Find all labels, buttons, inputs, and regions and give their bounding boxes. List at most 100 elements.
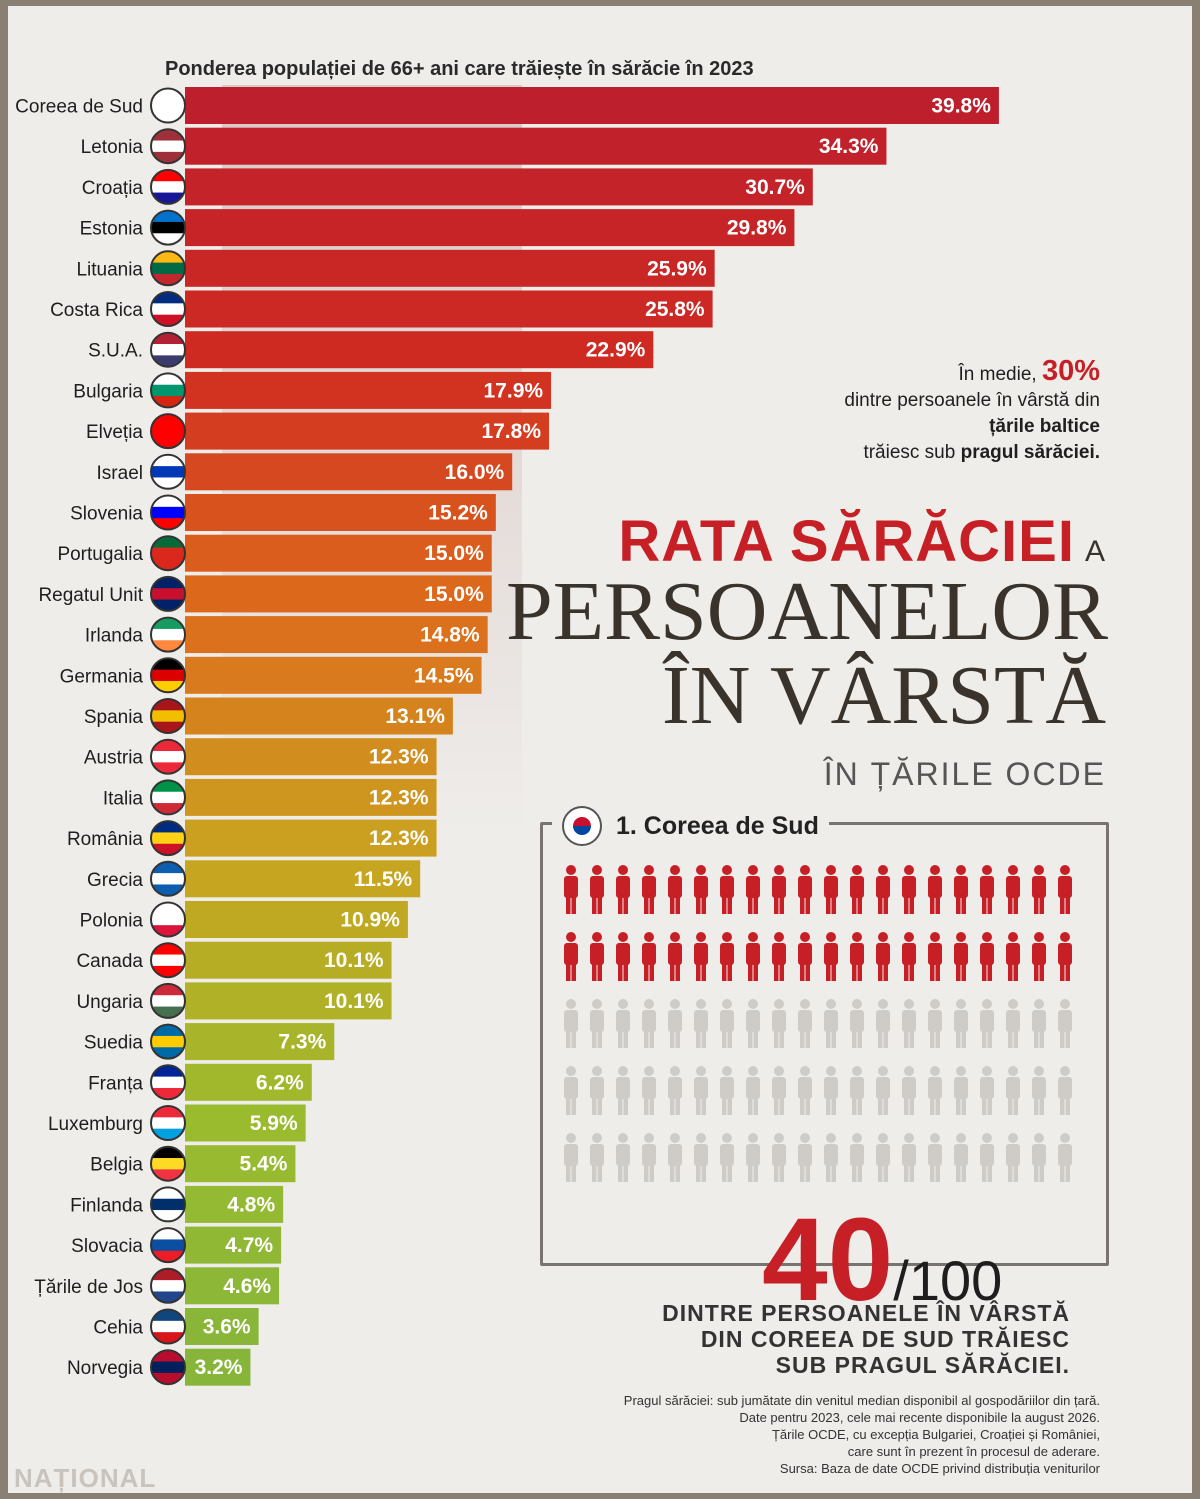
bar-value-label: 10.9% xyxy=(340,909,400,932)
country-label: Irlanda xyxy=(85,626,144,647)
big-stat-denominator: /100 xyxy=(893,1249,1003,1312)
headline-a: A xyxy=(1084,535,1106,568)
bar-value-label: 11.5% xyxy=(354,868,413,891)
big-stat-numerator: 40 xyxy=(762,1194,894,1326)
country-label: Coreea de Sud xyxy=(15,97,143,118)
bar xyxy=(185,331,654,369)
bar xyxy=(185,494,496,531)
bar-value-label: 16.0% xyxy=(445,461,505,484)
bar xyxy=(185,1185,284,1223)
person-icon xyxy=(772,1066,786,1115)
footnote-2: Date pentru 2023, cele mai recente dispo… xyxy=(739,1410,1100,1425)
person-icon xyxy=(720,865,734,914)
person-icon xyxy=(954,865,968,914)
country-label: Grecia xyxy=(87,870,143,891)
bar xyxy=(185,1308,259,1345)
footnote-4: care sunt în prezent în procesul de ader… xyxy=(847,1444,1100,1459)
person-icon xyxy=(590,1066,604,1115)
country-flag-icon xyxy=(150,372,186,409)
person-icon xyxy=(876,932,890,981)
person-icon xyxy=(850,932,864,981)
person-icon xyxy=(772,932,786,981)
country-flag-icon xyxy=(150,168,186,205)
person-icon xyxy=(1006,999,1020,1048)
bar xyxy=(185,168,813,206)
bar xyxy=(185,1226,282,1264)
bar-value-label: 5.9% xyxy=(250,1112,298,1135)
bar-value-label: 15.0% xyxy=(424,542,484,565)
person-icon xyxy=(720,1133,734,1182)
person-icon xyxy=(746,1133,760,1182)
country-flag-icon xyxy=(150,250,186,287)
person-icon xyxy=(590,865,604,914)
country-label: Lituania xyxy=(76,259,143,280)
bar-value-label: 4.8% xyxy=(227,1193,275,1216)
person-icon xyxy=(642,1133,656,1182)
bar xyxy=(185,901,408,938)
big-statistic: 40/100 xyxy=(762,1192,1002,1328)
bar-value-label: 15.0% xyxy=(424,583,484,606)
country-label: Elveția xyxy=(86,422,143,443)
bar-value-label: 10.1% xyxy=(324,949,384,972)
person-icon xyxy=(616,1066,630,1115)
country-flag-icon xyxy=(150,657,186,694)
bar xyxy=(185,697,453,735)
country-flag-icon xyxy=(150,1145,186,1182)
callout-line-4a: trăiesc sub xyxy=(863,442,956,463)
bar-value-label: 25.9% xyxy=(647,257,707,280)
country-label: Regatul Unit xyxy=(38,585,143,606)
country-flag-icon xyxy=(150,209,186,246)
big-stat-caption-2: DIN COREEA DE SUD TRĂIESC xyxy=(700,1326,1070,1352)
person-icon xyxy=(928,1066,942,1115)
country-label: Ungaria xyxy=(76,992,143,1013)
callout-line-4b: pragul sărăciei. xyxy=(960,442,1100,463)
headline-line-3: ÎN VÂRSTĂ xyxy=(661,649,1106,742)
person-icon xyxy=(590,932,604,981)
country-label: Belgia xyxy=(90,1155,143,1176)
country-flag-icon xyxy=(150,901,186,938)
person-icon xyxy=(772,865,786,914)
headline-line-4: ÎN ȚĂRILE OCDE xyxy=(823,756,1106,792)
person-icon xyxy=(590,999,604,1048)
country-label: Spania xyxy=(84,707,144,728)
footnotes: Pragul sărăciei: sub jumătate din venitu… xyxy=(480,1392,1100,1477)
country-flag-icon xyxy=(150,616,186,653)
bar xyxy=(185,941,392,979)
bar-value-label: 10.1% xyxy=(324,990,384,1013)
person-icon xyxy=(590,1133,604,1182)
person-icon xyxy=(564,999,578,1048)
bar xyxy=(185,87,999,124)
person-icon xyxy=(694,1133,708,1182)
person-icon xyxy=(746,865,760,914)
country-flag-icon xyxy=(150,1064,186,1101)
country-label: România xyxy=(67,829,143,850)
person-icon xyxy=(642,999,656,1048)
person-icon xyxy=(902,1066,916,1115)
country-label: Israel xyxy=(97,463,143,484)
person-icon xyxy=(564,1133,578,1182)
country-label: Portugalia xyxy=(57,544,143,565)
person-icon xyxy=(928,865,942,914)
person-icon xyxy=(798,1133,812,1182)
bar-value-label: 4.7% xyxy=(225,1234,273,1257)
person-icon xyxy=(824,865,838,914)
country-flag-icon xyxy=(150,1023,186,1060)
bar-value-label: 15.2% xyxy=(428,502,488,525)
bar-value-label: 12.3% xyxy=(369,786,429,809)
person-icon xyxy=(1032,1066,1046,1115)
big-stat-caption: DINTRE PERSOANELE ÎN VÂRSTĂ DIN COREEA D… xyxy=(590,1300,1070,1378)
person-icon xyxy=(1006,1066,1020,1115)
bar xyxy=(185,860,421,898)
person-icon xyxy=(642,865,656,914)
person-icon xyxy=(720,999,734,1048)
person-icon xyxy=(694,999,708,1048)
person-icon xyxy=(668,999,682,1048)
bar-value-label: 5.4% xyxy=(240,1153,288,1176)
country-flag-icon xyxy=(150,779,186,816)
country-label: Italia xyxy=(103,788,144,809)
country-flag-icon xyxy=(150,1186,186,1223)
country-flag-icon xyxy=(150,1308,186,1345)
country-label: Luxemburg xyxy=(48,1114,143,1135)
footnote-1: Pragul sărăciei: sub jumătate din venitu… xyxy=(623,1393,1100,1408)
bar-value-label: 25.8% xyxy=(645,298,705,321)
